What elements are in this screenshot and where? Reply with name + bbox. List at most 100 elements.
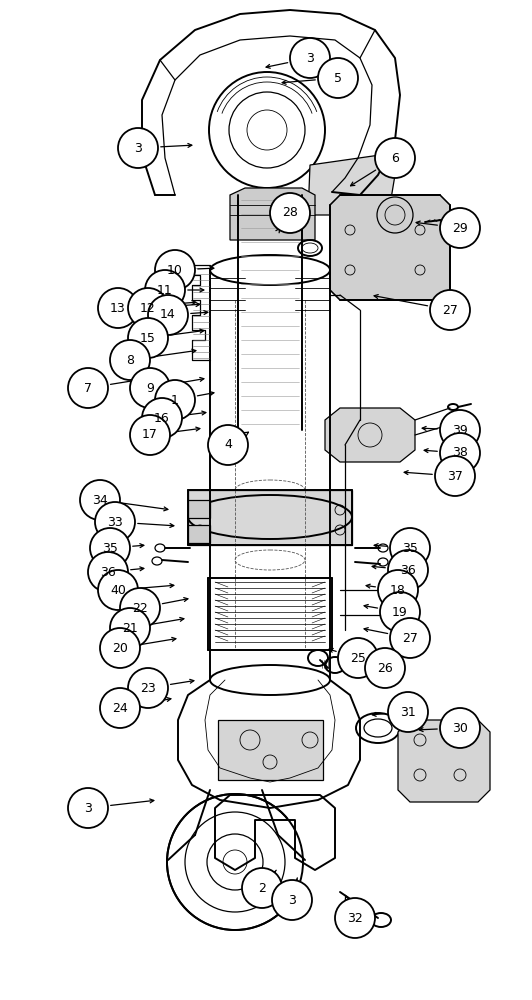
- Circle shape: [110, 340, 150, 380]
- Text: 37: 37: [447, 470, 463, 483]
- Circle shape: [68, 368, 108, 408]
- Circle shape: [100, 688, 140, 728]
- Text: 25: 25: [350, 652, 366, 664]
- Polygon shape: [308, 155, 395, 215]
- Text: 19: 19: [392, 605, 408, 618]
- Text: 8: 8: [126, 354, 134, 366]
- Text: 3: 3: [288, 894, 296, 906]
- Ellipse shape: [188, 495, 352, 539]
- Text: 1: 1: [171, 393, 179, 406]
- Circle shape: [335, 898, 375, 938]
- Text: 3: 3: [134, 141, 142, 154]
- Circle shape: [440, 433, 480, 473]
- Circle shape: [388, 692, 428, 732]
- Circle shape: [128, 668, 168, 708]
- Circle shape: [155, 250, 195, 290]
- Circle shape: [128, 318, 168, 358]
- Circle shape: [378, 570, 418, 610]
- Circle shape: [118, 128, 158, 168]
- Text: 27: 27: [402, 632, 418, 645]
- Bar: [188, 500, 210, 518]
- Circle shape: [145, 270, 185, 310]
- Polygon shape: [330, 195, 450, 300]
- Text: 31: 31: [400, 706, 416, 718]
- Circle shape: [95, 502, 135, 542]
- Text: 18: 18: [390, 584, 406, 596]
- Circle shape: [110, 608, 150, 648]
- Text: 4: 4: [224, 438, 232, 452]
- Text: 5: 5: [334, 72, 342, 85]
- Text: 20: 20: [112, 642, 128, 654]
- Text: 33: 33: [107, 516, 123, 528]
- Text: 30: 30: [452, 722, 468, 734]
- Circle shape: [272, 880, 312, 920]
- Circle shape: [388, 550, 428, 590]
- Circle shape: [100, 628, 140, 668]
- Text: 26: 26: [377, 662, 393, 674]
- Text: 23: 23: [140, 682, 156, 694]
- Text: 24: 24: [112, 702, 128, 714]
- Circle shape: [440, 208, 480, 248]
- Text: 14: 14: [160, 308, 176, 322]
- Text: 11: 11: [157, 284, 173, 296]
- Circle shape: [68, 788, 108, 828]
- Circle shape: [128, 288, 168, 328]
- Text: 28: 28: [282, 207, 298, 220]
- Circle shape: [390, 618, 430, 658]
- Bar: [188, 525, 210, 543]
- Text: 12: 12: [140, 302, 156, 314]
- Circle shape: [430, 290, 470, 330]
- Bar: [218, 720, 323, 780]
- Text: 2: 2: [258, 882, 266, 894]
- Circle shape: [338, 638, 378, 678]
- Circle shape: [130, 415, 170, 455]
- Circle shape: [380, 592, 420, 632]
- Polygon shape: [325, 408, 415, 462]
- Text: 40: 40: [110, 584, 126, 596]
- Text: 39: 39: [452, 424, 468, 436]
- Text: 16: 16: [154, 412, 170, 424]
- Circle shape: [440, 410, 480, 450]
- Circle shape: [290, 38, 330, 78]
- Circle shape: [98, 570, 138, 610]
- Polygon shape: [188, 490, 352, 545]
- Circle shape: [155, 380, 195, 420]
- Text: 21: 21: [122, 621, 138, 635]
- Text: 7: 7: [84, 381, 92, 394]
- Text: 3: 3: [306, 51, 314, 64]
- Text: 29: 29: [452, 222, 468, 234]
- Text: 10: 10: [167, 263, 183, 276]
- Circle shape: [148, 295, 188, 335]
- Text: 17: 17: [142, 428, 158, 442]
- Circle shape: [435, 456, 475, 496]
- Circle shape: [270, 193, 310, 233]
- Circle shape: [98, 288, 138, 328]
- Text: 35: 35: [402, 542, 418, 554]
- Circle shape: [390, 528, 430, 568]
- Circle shape: [242, 868, 282, 908]
- Polygon shape: [398, 720, 490, 802]
- Circle shape: [142, 398, 182, 438]
- Circle shape: [318, 58, 358, 98]
- Text: 27: 27: [442, 304, 458, 316]
- Text: 3: 3: [84, 802, 92, 814]
- Polygon shape: [230, 188, 315, 240]
- Text: 9: 9: [146, 381, 154, 394]
- Circle shape: [88, 552, 128, 592]
- Text: 38: 38: [452, 446, 468, 460]
- Text: 15: 15: [140, 332, 156, 344]
- Text: 13: 13: [110, 302, 126, 314]
- Text: 32: 32: [347, 912, 363, 924]
- Circle shape: [80, 480, 120, 520]
- Circle shape: [130, 368, 170, 408]
- Circle shape: [120, 588, 160, 628]
- Circle shape: [208, 425, 248, 465]
- Circle shape: [365, 648, 405, 688]
- Circle shape: [440, 708, 480, 748]
- Text: 34: 34: [92, 493, 108, 506]
- Text: 22: 22: [132, 601, 148, 614]
- Text: 36: 36: [100, 566, 116, 578]
- Text: 35: 35: [102, 542, 118, 554]
- Text: 36: 36: [400, 564, 416, 576]
- Text: 6: 6: [391, 151, 399, 164]
